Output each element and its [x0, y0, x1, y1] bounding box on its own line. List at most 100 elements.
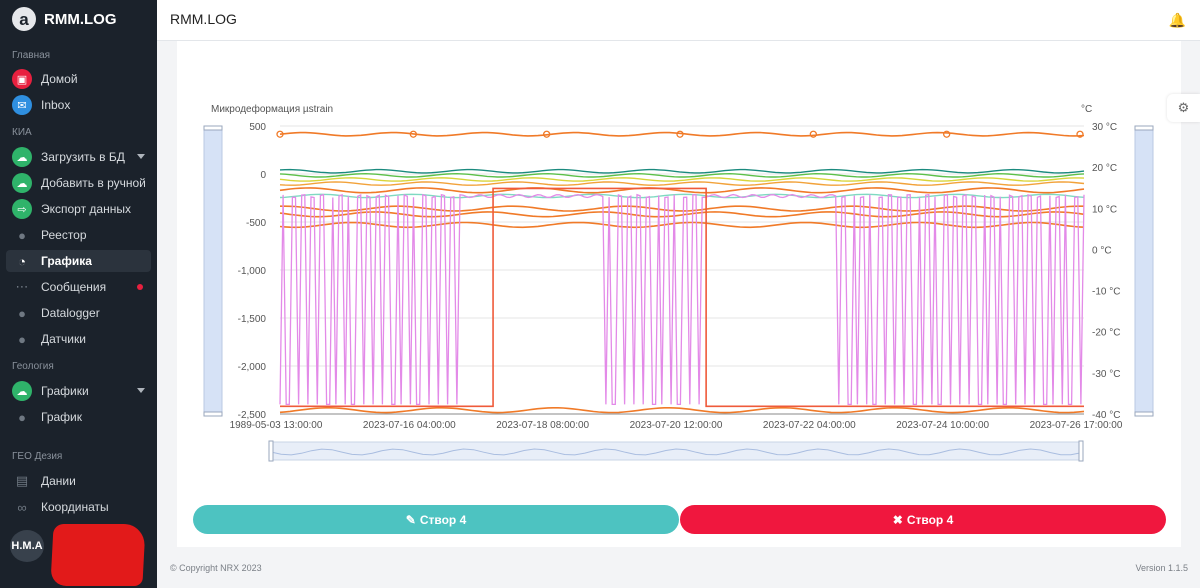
data-point-marker	[409, 130, 417, 138]
edit-button-label: Створ 4	[419, 512, 467, 527]
person-icon: ●	[18, 331, 26, 347]
cloud-upload-icon: ☁	[12, 381, 32, 401]
sidebar-item-label: Реестор	[41, 228, 87, 242]
zoom-preview-line	[270, 448, 1082, 456]
edit-button[interactable]: ✎ Створ 4	[193, 505, 679, 534]
section-label-kia: КИА	[12, 127, 32, 138]
data-point-marker	[676, 130, 684, 138]
y-tick-label-left: -1,000	[238, 266, 267, 277]
series-line	[279, 211, 1085, 218]
copyright: © Copyright NRX 2023	[170, 563, 262, 573]
zoom-handle	[1134, 411, 1154, 417]
x-zoom-slider[interactable]	[268, 440, 1084, 462]
sidebar-item-data[interactable]: ▤ Дании	[6, 470, 151, 492]
series-line	[279, 177, 1085, 182]
sidebar-item-geology-charts[interactable]: ☁ Графики	[6, 380, 151, 402]
sidebar-item-export[interactable]: ⇨ Экспорт данных	[6, 198, 151, 220]
data-point-marker	[1076, 130, 1084, 138]
sidebar-item-sensors[interactable]: ● Датчики	[6, 328, 151, 350]
sidebar-item-add-manual[interactable]: ☁ Добавить в ручной	[6, 172, 151, 194]
sidebar-item-messages[interactable]: ⋯ Сообщения	[6, 276, 151, 298]
y-tick-label-right: 30 °C	[1092, 122, 1117, 133]
zoom-track	[270, 441, 1082, 461]
brand-logo-icon: a	[12, 7, 36, 31]
document-icon: ▤	[15, 473, 29, 488]
sidebar-item-inbox[interactable]: ✉ Inbox	[6, 94, 151, 116]
series-line	[279, 181, 1085, 186]
delete-button[interactable]: ✖ Створ 4	[680, 505, 1166, 534]
sidebar: a RMM.LOG Главная ▣ Домой ✉ Inbox КИА ☁ …	[0, 0, 157, 588]
y-tick-label-right: -20 °C	[1092, 328, 1120, 339]
chart: Микродеформация µstrain °C 500 0 -500 -1,00…	[203, 103, 1154, 462]
close-icon: ✖	[892, 512, 903, 527]
y-tick-label-left: -2,000	[238, 362, 267, 373]
series-group	[276, 130, 1085, 414]
pencil-icon: ✎	[405, 512, 416, 527]
sidebar-item-datalogger[interactable]: ● Datalogger	[6, 302, 151, 324]
page-title: RMM.LOG	[170, 11, 237, 27]
sidebar-item-registry[interactable]: ● Реестор	[6, 224, 151, 246]
x-tick-label: 2023-07-26 17:00:00	[1030, 420, 1123, 431]
sidebar-item-graphics[interactable]: ◔ Графика	[6, 250, 151, 272]
series-line	[280, 205, 1084, 212]
sidebar-item-home[interactable]: ▣ Домой	[6, 68, 151, 90]
y-axis-label-left: Микродеформация µstrain	[211, 103, 333, 115]
section-label-geodesy: ГЕО Дезия	[12, 451, 63, 462]
data-point-marker	[543, 130, 551, 138]
infinity-icon: ∞	[17, 499, 27, 515]
y-zoom-slider-right[interactable]	[1134, 125, 1154, 417]
sidebar-item-label: Графики	[41, 384, 89, 398]
data-point-marker	[809, 130, 817, 138]
y-tick-label-right: -40 °C	[1092, 410, 1120, 421]
brand-name: RMM.LOG	[44, 10, 117, 28]
notification-dot	[137, 284, 143, 290]
sidebar-item-label: Inbox	[41, 98, 71, 112]
y-tick-label-right: -30 °C	[1092, 369, 1120, 380]
brand[interactable]: a RMM.LOG	[12, 7, 117, 31]
sidebar-item-upload-db[interactable]: ☁ Загрузить в БД	[6, 146, 151, 168]
series-line	[279, 172, 1085, 178]
mail-icon: ✉	[12, 95, 32, 115]
sidebar-item-geology-chart[interactable]: ● График	[6, 406, 151, 428]
x-tick-label: 2023-07-20 12:00:00	[630, 420, 723, 431]
avatar[interactable]: H.M.A	[10, 530, 44, 562]
home-icon: ▣	[12, 69, 32, 89]
series-line	[279, 221, 1085, 229]
x-tick-label: 2023-07-18 08:00:00	[496, 420, 589, 431]
chat-icon: ⋯	[15, 279, 29, 294]
y-tick-label-right: 20 °C	[1092, 163, 1117, 174]
person-icon: ●	[18, 227, 26, 243]
sidebar-item-label: Датчики	[41, 332, 86, 346]
chevron-down-icon[interactable]	[137, 154, 145, 159]
y-axis-label-right: °C	[1081, 104, 1092, 115]
cloud-download-icon: ☁	[12, 173, 32, 193]
x-tick-label: 2023-07-24 10:00:00	[896, 420, 989, 431]
version: Version 1.1.5	[1135, 563, 1188, 573]
series-line	[279, 193, 1085, 199]
y-tick-label-right: 0 °C	[1092, 245, 1112, 256]
sidebar-item-label: Сообщения	[41, 280, 107, 294]
y-tick-label-left: 0	[260, 170, 266, 181]
y-zoom-slider-left[interactable]	[203, 125, 223, 417]
bell-icon[interactable]: 🔔	[1168, 12, 1186, 28]
zoom-track	[1134, 127, 1154, 415]
sidebar-item-label: Добавить в ручной	[41, 176, 146, 190]
x-ticks: 1989-05-03 13:00:00 2023-07-16 04:00:00 20…	[230, 413, 1123, 431]
x-tick-label: 1989-05-03 13:00:00	[230, 420, 323, 431]
zoom-handle	[1078, 440, 1084, 462]
y-tick-label-right: 10 °C	[1092, 204, 1117, 215]
series-line	[279, 407, 1085, 414]
series-line	[279, 187, 1085, 194]
zoom-handle	[203, 125, 223, 131]
y-tick-label-left: -1,500	[238, 314, 267, 325]
section-label-main: Главная	[12, 50, 51, 61]
gear-icon[interactable]: ⚙	[1167, 94, 1200, 122]
series-line	[280, 187, 1084, 408]
sidebar-item-coordinates[interactable]: ∞ Координаты	[6, 496, 151, 518]
delete-button-label: Створ 4	[906, 512, 954, 527]
chevron-down-icon[interactable]	[137, 388, 145, 393]
zoom-handle	[268, 440, 274, 462]
sidebar-item-label: Загрузить в БД	[41, 150, 125, 164]
redacted-user-info	[50, 524, 146, 586]
zoom-handle	[1134, 125, 1154, 131]
